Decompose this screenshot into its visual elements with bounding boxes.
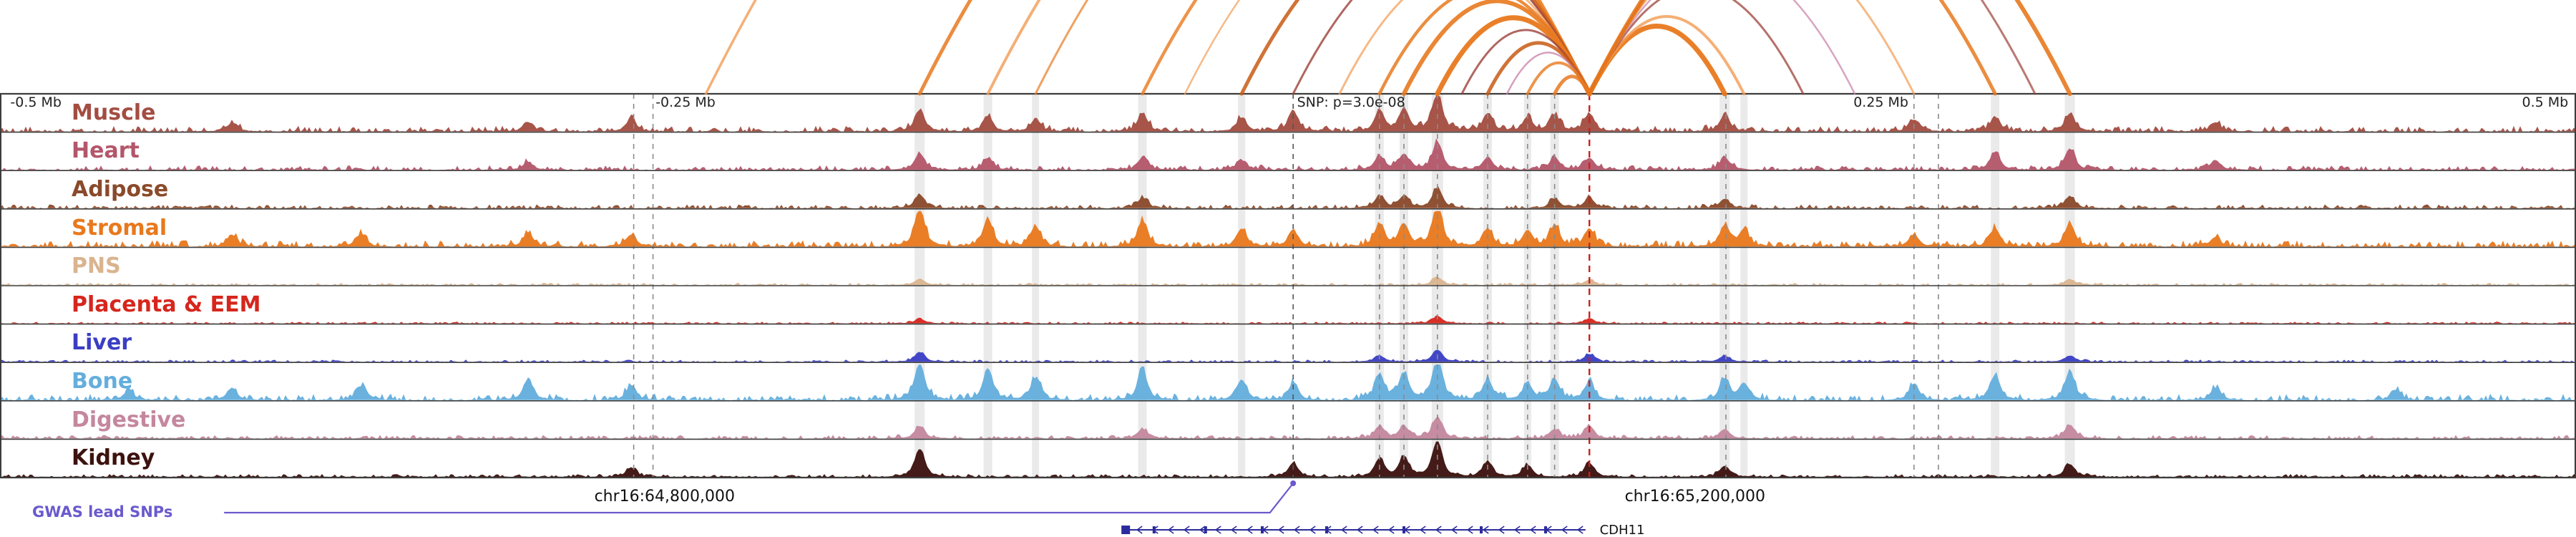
signal-track-pns: [0, 276, 2576, 285]
gwas-pointer-dot: [1290, 480, 1297, 486]
track-label-adipose: Adipose: [72, 177, 169, 202]
gene-strand-arrow: [1340, 526, 1347, 534]
gene-strand-arrow: [1356, 526, 1363, 534]
axis-label-minus-half-mb: -0.5 Mb: [10, 95, 62, 110]
gene-strand-arrow: [1309, 526, 1316, 534]
signal-track-digestive: [0, 416, 2576, 439]
axis-label-minus-quarter-mb: -0.25 Mb: [655, 95, 716, 110]
signal-track-liver: [0, 349, 2576, 362]
gene-label-cdh11: CDH11: [1599, 523, 1645, 537]
track-label-pns: PNS: [72, 253, 121, 279]
gene-strand-arrow: [1513, 526, 1521, 534]
signal-track-heart: [0, 138, 2576, 170]
snp-pvalue-label: SNP: p=3.0e-08: [1297, 95, 1405, 110]
gene-strand-arrow: [1450, 526, 1458, 534]
gene-strand-arrow: [1498, 526, 1505, 534]
gene-strand-arrow: [1561, 526, 1568, 534]
gene-exon-tick: [1152, 526, 1156, 533]
track-label-digestive: Digestive: [72, 407, 186, 432]
gene-strand-arrow: [1214, 526, 1221, 534]
interaction-arc: [1553, 74, 1591, 96]
axis-label-half-mb: 0.5 Mb: [2522, 95, 2569, 110]
gwas-lead-snps-label: GWAS lead SNPs: [32, 503, 173, 521]
track-label-kidney: Kidney: [72, 445, 155, 471]
signal-track-adipose: [0, 186, 2576, 208]
gwas-pointer-line: [224, 483, 1294, 514]
track-label-muscle: Muscle: [72, 100, 156, 125]
interaction-arc: [1034, 0, 1591, 95]
gene-strand-arrow: [1230, 526, 1237, 534]
coord-label-chr16-64800000: chr16:64,800,000: [594, 488, 736, 505]
interaction-arc: [1587, 0, 1997, 96]
gene-strand-arrow: [1482, 526, 1489, 534]
signal-track-muscle: [0, 96, 2576, 132]
gene-strand-arrow: [1199, 526, 1206, 534]
interaction-arc: [1588, 0, 1856, 95]
interaction-arc: [1239, 0, 1591, 96]
gene-strand-arrow: [1419, 526, 1426, 534]
gene-strand-arrow: [1277, 526, 1284, 534]
gene-exon-tick: [1261, 526, 1264, 533]
track-label-heart: Heart: [72, 138, 140, 164]
signal-track-kidney: [0, 441, 2576, 477]
coord-label-chr16-65200000: chr16:65,200,000: [1624, 488, 1766, 505]
gene-exon-tick: [1402, 526, 1405, 533]
signal-track-bone: [0, 364, 2576, 400]
track-label-placenta-eem: Placenta & EEM: [72, 291, 261, 317]
gene-strand-arrow: [1293, 526, 1300, 534]
gene-strand-arrow: [1167, 526, 1174, 534]
interaction-arc: [704, 0, 1591, 95]
gene-strand-arrow: [1466, 526, 1473, 534]
gene-strand-arrow: [1136, 526, 1143, 534]
interaction-arc: [1292, 0, 1591, 95]
gene-exon-tick: [1204, 526, 1207, 533]
track-label-stromal: Stromal: [72, 215, 167, 241]
interaction-arc: [1588, 0, 1805, 95]
gene-strand-arrow: [1183, 526, 1190, 534]
gene-exon-tick: [1480, 526, 1483, 533]
axis-label-quarter-mb: 0.25 Mb: [1853, 95, 1908, 110]
gene-strand-arrow: [1372, 526, 1379, 534]
gene-strand-arrow: [1387, 526, 1395, 534]
interaction-arc: [917, 0, 1591, 96]
gene-exon-tick: [1544, 526, 1547, 533]
gene-strand-arrow: [1435, 526, 1442, 534]
gene-strand-arrow: [1246, 526, 1253, 534]
gene-strand-arrow: [1529, 526, 1536, 534]
signal-track-placenta-eem: [0, 315, 2576, 324]
signal-track-stromal: [0, 211, 2576, 247]
track-label-liver: Liver: [72, 330, 132, 356]
gene-exon-box: [1121, 526, 1131, 534]
track-label-bone: Bone: [72, 369, 133, 394]
gene-exon-tick: [1325, 526, 1328, 533]
gene-strand-arrow: [1576, 526, 1584, 534]
